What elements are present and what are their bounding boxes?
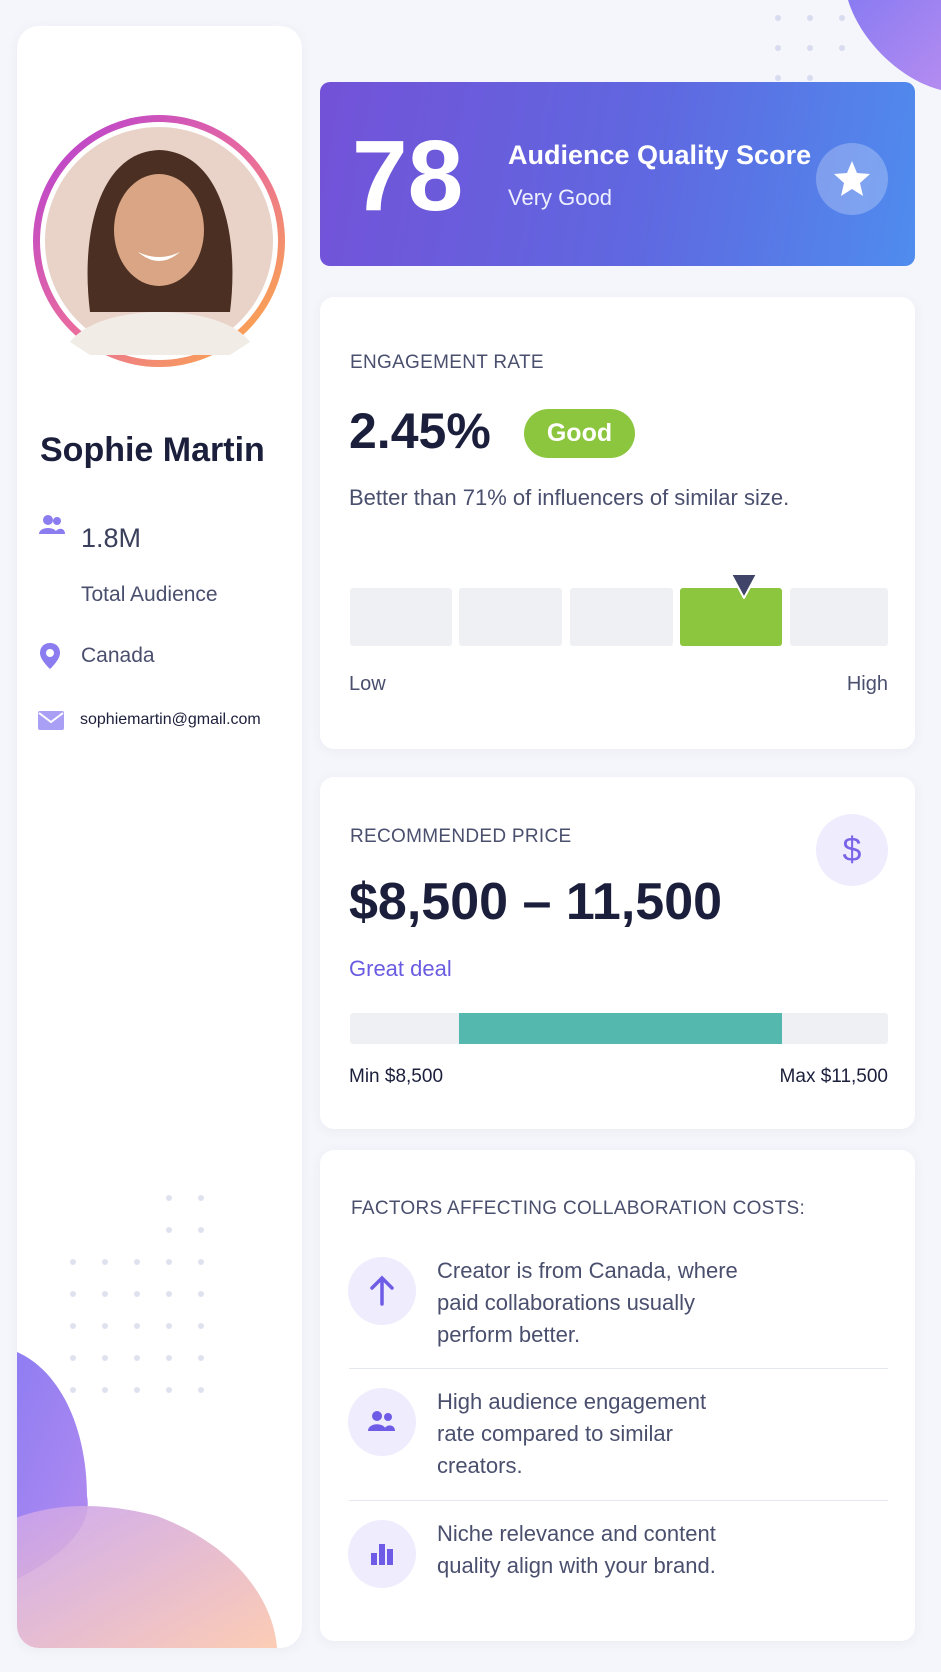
price-min: Min $8,500 [349, 1066, 444, 1087]
engagement-label: ENGAGEMENT RATE [350, 352, 544, 373]
dot [166, 1227, 172, 1233]
dot-grid [70, 1195, 204, 1393]
scale-low: Low [349, 673, 386, 695]
blob [848, 0, 941, 90]
dot-grid [775, 15, 845, 81]
dot [134, 1387, 140, 1393]
dot [166, 1355, 172, 1361]
engagement-value: 2.45% [349, 403, 491, 459]
dot [102, 1323, 108, 1329]
scale-segment [459, 588, 562, 646]
location: Canada [81, 644, 155, 667]
dot [198, 1387, 204, 1393]
divider [349, 1368, 888, 1369]
dot [198, 1291, 204, 1297]
dot [70, 1259, 76, 1265]
price-icon: $ [816, 814, 888, 886]
factor-text: Creator is from Canada, where [437, 1258, 738, 1283]
dot [70, 1323, 76, 1329]
dot [134, 1291, 140, 1297]
dot [166, 1291, 172, 1297]
dot [134, 1323, 140, 1329]
email: sophiemartin@gmail.com [80, 711, 261, 728]
scale-segment [790, 588, 888, 646]
factors-title: FACTORS AFFECTING COLLABORATION COSTS: [351, 1198, 806, 1219]
price-range-bar [459, 1013, 782, 1044]
dot [198, 1195, 204, 1201]
audience-icon [39, 515, 65, 534]
engagement-badge: Good [524, 409, 635, 458]
scale-segment [570, 588, 673, 646]
dot [198, 1259, 204, 1265]
dot [102, 1291, 108, 1297]
avatar [33, 115, 285, 367]
divider [349, 1500, 888, 1501]
star-icon [816, 143, 888, 215]
location-icon [40, 643, 60, 669]
dot [102, 1387, 108, 1393]
dot [134, 1355, 140, 1361]
factor-text: creators. [437, 1453, 523, 1478]
score-banner: 78 Audience Quality Score Very Good [320, 82, 915, 266]
scale-segment-active [680, 588, 782, 646]
dot [134, 1259, 140, 1265]
dot [198, 1355, 204, 1361]
dot [102, 1355, 108, 1361]
profile-name: Sophie Martin [40, 431, 265, 469]
engagement-card [320, 297, 915, 749]
factor-text: rate compared to similar [437, 1421, 673, 1446]
dot [198, 1227, 204, 1233]
scale-segment [350, 588, 452, 646]
score-title: Audience Quality Score [508, 140, 812, 170]
factor-text: paid collaborations usually [437, 1290, 696, 1315]
people-icon [348, 1388, 416, 1456]
factor-text: quality align with your brand. [437, 1553, 716, 1578]
scale-marker [730, 573, 758, 599]
factor-text: Niche relevance and content [437, 1521, 716, 1546]
engagement-description: Better than 71% of influencers of simila… [349, 485, 790, 510]
price-range: $8,500 – 11,500 [349, 873, 723, 931]
price-card [320, 777, 915, 1129]
profile-card: Sophie Martin 1.8M Total Audience Canada… [17, 26, 302, 1648]
chart-icon [348, 1520, 416, 1588]
dot [198, 1323, 204, 1329]
price-label: RECOMMENDED PRICE [350, 826, 572, 847]
factor-text: High audience engagement [437, 1389, 707, 1414]
dot [166, 1387, 172, 1393]
email-icon [38, 711, 64, 730]
factors-card [320, 1150, 915, 1641]
dot [166, 1259, 172, 1265]
score-value: 78 [352, 120, 464, 232]
dot [70, 1355, 76, 1361]
score-rating: Very Good [508, 185, 612, 210]
profile-decoration [17, 1195, 277, 1648]
audience-count: 1.8M [81, 523, 142, 553]
dot [70, 1291, 76, 1297]
dot [166, 1323, 172, 1329]
price-note: Great deal [349, 956, 452, 981]
scale-high: High [846, 673, 888, 695]
price-max: Max $11,500 [779, 1066, 888, 1087]
dot [102, 1259, 108, 1265]
blob [17, 1506, 277, 1648]
factor-text: perform better. [437, 1322, 581, 1347]
dot [70, 1387, 76, 1393]
audience-label: Total Audience [81, 583, 218, 606]
arrow-up-icon [348, 1257, 416, 1325]
dot [166, 1195, 172, 1201]
